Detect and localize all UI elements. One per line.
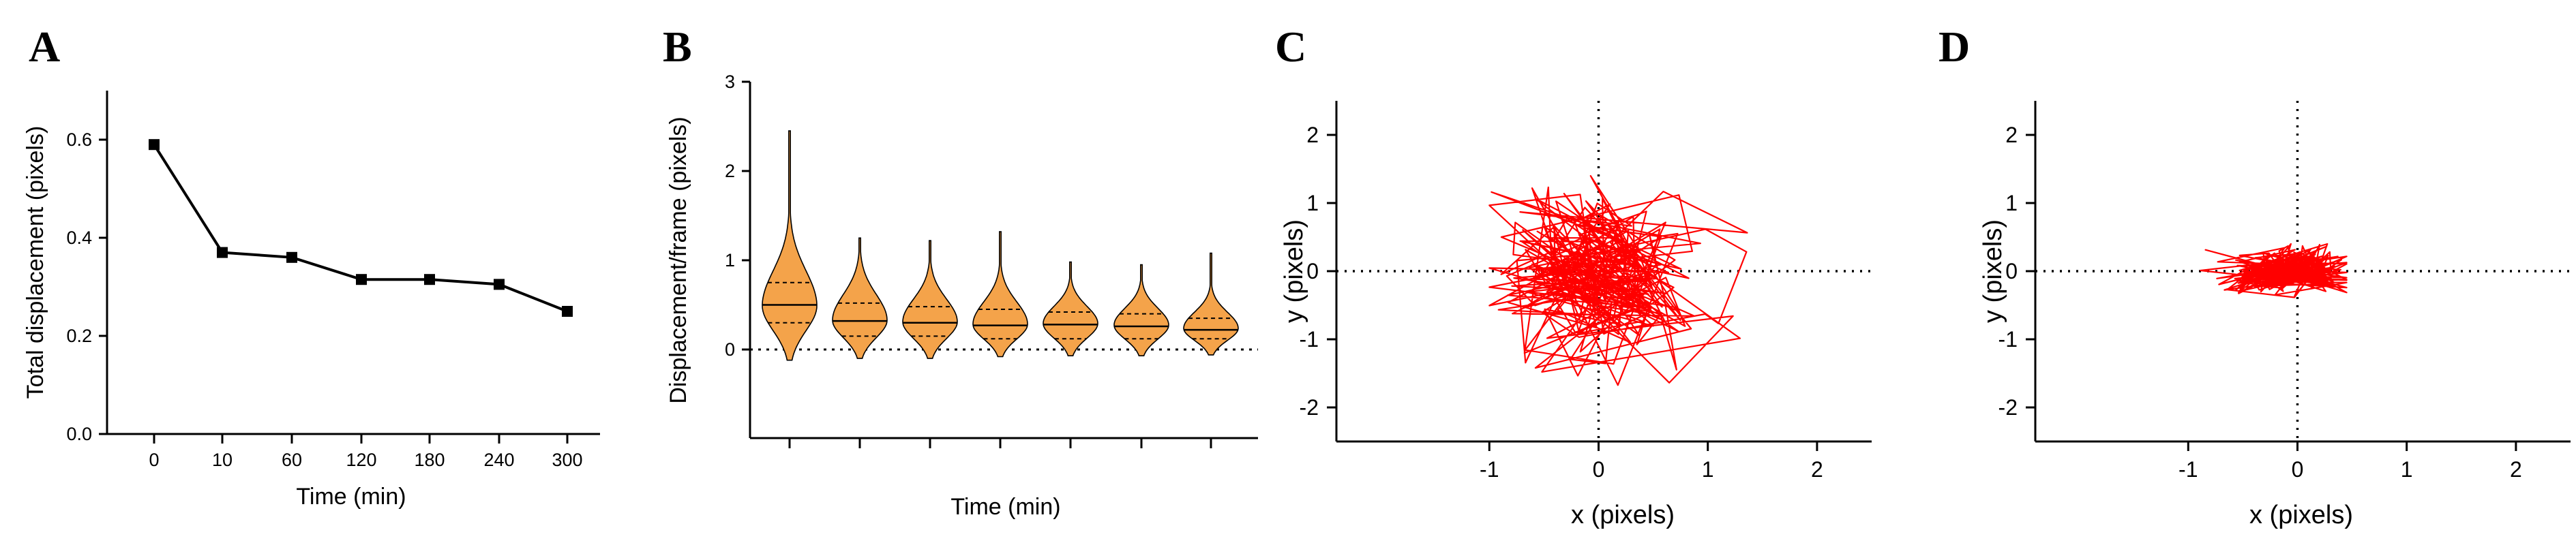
- panel-b-y-tick-label: 2: [725, 161, 735, 181]
- panel-a-data-point: [562, 306, 573, 317]
- panel-c-y-tick-label: -2: [1300, 395, 1319, 420]
- panel-d-y-tick-label: 1: [2005, 191, 2018, 215]
- panel-a-x-tick-label: 0: [149, 450, 159, 470]
- panel-b-violin: [832, 237, 888, 359]
- panel-b-violin: [1183, 252, 1239, 356]
- panel-a-line: [153, 144, 568, 313]
- panel-a-x-ticks: 0 10 60 120 180 240 300: [149, 434, 583, 470]
- panel-a-x-tick-label: 300: [552, 450, 582, 470]
- panel-b-violin: [972, 231, 1028, 358]
- panel-a-y-tick-label: 0.6: [66, 129, 92, 150]
- panel-d-y-tick-label: -2: [1998, 395, 2018, 420]
- panel-b-violin: [902, 240, 958, 359]
- panel-b-y-axis-title: Displacement/frame (pixels): [665, 117, 691, 403]
- panel-letter-b: B: [663, 22, 692, 71]
- panel-c-x-tick-label: -1: [1480, 457, 1499, 482]
- panel-a-y-ticks: 0.0 0.2 0.4 0.6: [66, 129, 107, 444]
- panel-c-x-axis-title: x (pixels): [1571, 501, 1675, 529]
- panel-b-violins: [762, 130, 1239, 361]
- panel-d-trajectory-line: [2200, 243, 2348, 298]
- panel-d-x-tick-label: 0: [2292, 457, 2304, 482]
- panel-c-trajectory-line: [1488, 175, 1748, 386]
- panel-d-y-axis-title: y (pixels): [1979, 219, 2007, 323]
- panel-a-y-tick-label: 0.4: [66, 228, 92, 248]
- panel-d-x-ticks: -1 0 1 2: [2178, 441, 2522, 482]
- panel-a-data-point: [494, 279, 505, 290]
- panel-b-violin: [1113, 264, 1169, 357]
- panel-b-y-tick-label: 3: [725, 72, 735, 92]
- panel-c-x-ticks: -1 0 1 2: [1480, 441, 1823, 482]
- panel-a-x-axis-title: Time (min): [296, 484, 406, 510]
- panel-a-x-tick-label: 10: [212, 450, 233, 470]
- panel-a-y-tick-label: 0.2: [66, 326, 92, 346]
- panel-a-series: [149, 139, 573, 317]
- panel-d-x-tick-label: 1: [2401, 457, 2413, 482]
- panel-d-y-tick-label: -1: [1998, 327, 2018, 352]
- panel-b-x-axis-title: Time (min): [950, 494, 1060, 520]
- panel-c-x-tick-label: 2: [1811, 457, 1823, 482]
- panel-b-x-ticks: [788, 438, 1212, 448]
- panel-c-x-tick-label: 1: [1702, 457, 1714, 482]
- panel-c-trajectory-plot: C -2 -1 0 1 2 -1 0 1 2 x (pixels) y (pixels): [1275, 22, 1872, 529]
- panel-c-y-axis-title: y (pixels): [1280, 219, 1308, 323]
- panel-a-data-point: [286, 251, 297, 263]
- panel-b-violin-chart: B 0 1 2 3 Time (min) Displacement/frame (pi…: [663, 22, 1258, 520]
- panel-a-x-tick-label: 120: [346, 450, 376, 470]
- panel-a-y-tick-label: 0.0: [66, 424, 92, 444]
- panel-a-line-chart: A 0.0 0.2 0.4 0.6 0 10 60 120 180 240 300 Time (m…: [23, 22, 600, 510]
- panel-letter-c: C: [1275, 22, 1306, 71]
- panel-a-x-tick-label: 240: [483, 450, 514, 470]
- panel-d-y-ticks: -2 -1 0 1 2: [1998, 123, 2035, 420]
- panel-a-data-point: [149, 139, 160, 151]
- panel-c-y-tick-label: 1: [1306, 191, 1319, 215]
- panel-b-y-tick-label: 0: [725, 339, 735, 360]
- panel-d-y-tick-label: 0: [2005, 259, 2018, 283]
- panel-c-x-tick-label: 0: [1593, 457, 1605, 482]
- panel-b-y-tick-label: 1: [725, 250, 735, 270]
- panel-letter-d: D: [1938, 22, 1970, 71]
- panel-a-data-point: [424, 274, 435, 285]
- panel-a-data-point: [356, 274, 367, 285]
- panel-d-x-axis-title: x (pixels): [2249, 501, 2353, 529]
- panel-d-y-tick-label: 2: [2005, 123, 2018, 147]
- panel-a-x-tick-label: 60: [282, 450, 302, 470]
- panel-c-y-ticks: -2 -1 0 1 2: [1300, 123, 1336, 420]
- panel-d-trajectory-plot: D -2 -1 0 1 2 -1 0 1 2 x (pixels) y (pixels): [1938, 22, 2571, 529]
- panel-d-x-tick-label: -1: [2178, 457, 2198, 482]
- panel-a-y-axis-title: Total displacement (pixels): [23, 126, 48, 399]
- panel-c-y-tick-label: 2: [1306, 123, 1319, 147]
- panel-c-y-tick-label: -1: [1300, 327, 1319, 352]
- panel-b-y-ticks: 0 1 2 3: [725, 72, 750, 360]
- panel-c-y-tick-label: 0: [1306, 259, 1319, 283]
- panel-b-violin: [1043, 261, 1098, 357]
- panel-d-x-tick-label: 2: [2510, 457, 2522, 482]
- panel-a-data-point: [217, 247, 228, 258]
- panel-a-x-tick-label: 180: [414, 450, 445, 470]
- panel-b-violin: [762, 130, 818, 361]
- panel-letter-a: A: [29, 22, 60, 71]
